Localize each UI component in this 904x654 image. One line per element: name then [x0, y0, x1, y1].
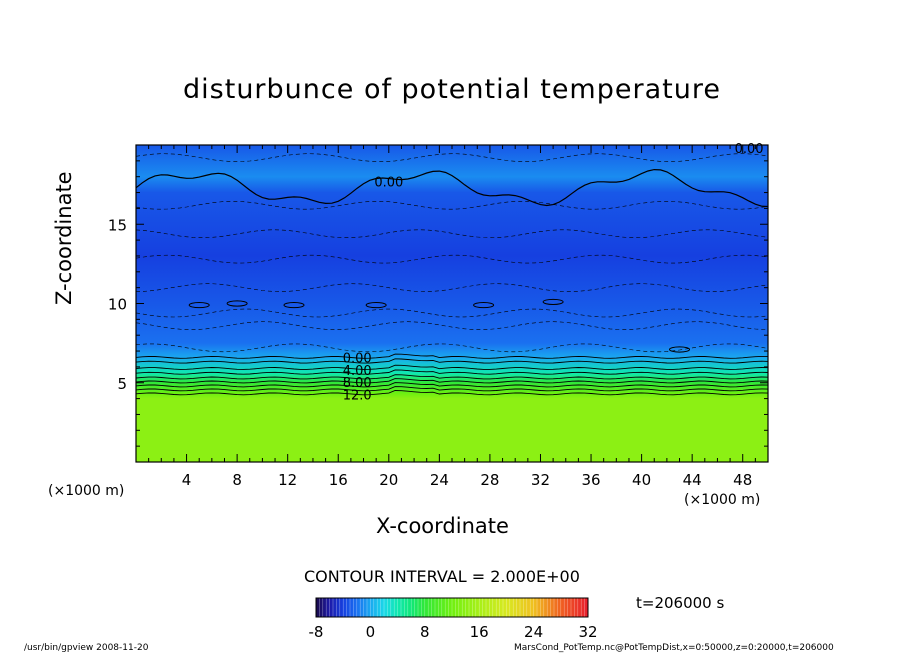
footer-right: MarsCond_PotTemp.nc@PotTempDist,x=0:5000…: [514, 643, 834, 653]
contour-cell: [283, 301, 305, 309]
field-fill: [136, 145, 768, 462]
x-unit-right: (×1000 m): [684, 492, 761, 508]
contour-cell: [226, 300, 248, 307]
y-tick-label: 10: [108, 296, 127, 314]
contour-line: [135, 390, 769, 396]
contour-line-zero: [135, 168, 769, 208]
x-tick-label: 16: [329, 471, 348, 489]
contour-line: [135, 358, 769, 364]
contour-line-dashed: [135, 200, 769, 210]
contour-line-dashed: [135, 283, 769, 292]
colorbar-tick-label: 32: [578, 623, 597, 641]
colorbar-frame: [315, 597, 589, 618]
contour-label: 0.00: [343, 351, 372, 366]
contour-line: [135, 378, 769, 384]
contour-line: [135, 382, 769, 388]
contour-line: [135, 369, 769, 375]
colorbar-tick-label: 16: [470, 623, 489, 641]
contour-line: [135, 364, 769, 370]
contour-label: 8.00: [343, 376, 372, 391]
contour-line-dashed: [135, 229, 769, 239]
contour-label: 0.00: [735, 142, 764, 157]
x-tick-label: 12: [278, 471, 297, 489]
contour-line-dashed: [135, 321, 769, 330]
colorbar-tick-label: -8: [309, 623, 324, 641]
x-tick-label: 36: [581, 471, 600, 489]
contour-cell: [542, 298, 564, 306]
chart-title: disturbunce of potential temperature: [183, 74, 721, 105]
x-tick-label: 8: [232, 471, 242, 489]
colorbar: -8 0 8 16 24 32: [309, 597, 598, 641]
contour-cell: [188, 301, 210, 309]
contour-cell: [365, 301, 387, 309]
colorbar-tick-label: 24: [524, 623, 543, 641]
x-unit-left: (×1000 m): [48, 483, 125, 499]
contour-line-dashed: [135, 153, 769, 162]
contour-line: [135, 374, 769, 380]
contour-line: [135, 386, 769, 392]
x-tick-label: 44: [683, 471, 702, 489]
colorbar-tick-label: 8: [420, 623, 430, 641]
x-tick-label: 24: [430, 471, 449, 489]
contour-cell: [669, 346, 691, 353]
x-tick-label: 20: [379, 471, 398, 489]
x-axis-label: X-coordinate: [376, 514, 509, 538]
contour-interval-label: CONTOUR INTERVAL = 2.000E+00: [304, 567, 580, 586]
x-tick-label: 28: [480, 471, 499, 489]
contour-label: 12.0: [343, 389, 372, 404]
contour-cell: [473, 301, 495, 309]
y-tick-label: 15: [108, 216, 127, 234]
footer-left: /usr/bin/gpview 2008-11-20: [24, 643, 149, 653]
contour-label: 0.00: [374, 175, 403, 190]
x-tick-label: 40: [632, 471, 651, 489]
y-tick-label: 5: [117, 375, 127, 393]
contour-label: 4.00: [343, 364, 372, 379]
contour-line: [135, 353, 769, 359]
x-tick-label: 4: [182, 471, 192, 489]
colorbar-tick-label: 0: [366, 623, 376, 641]
contour-line-dashed: [135, 308, 769, 318]
x-tick-label: 48: [733, 471, 752, 489]
contour-line-dashed: [135, 254, 769, 264]
time-label: t=206000 s: [636, 594, 725, 612]
contour-line-dashed: [135, 343, 769, 353]
x-tick-label: 32: [531, 471, 550, 489]
